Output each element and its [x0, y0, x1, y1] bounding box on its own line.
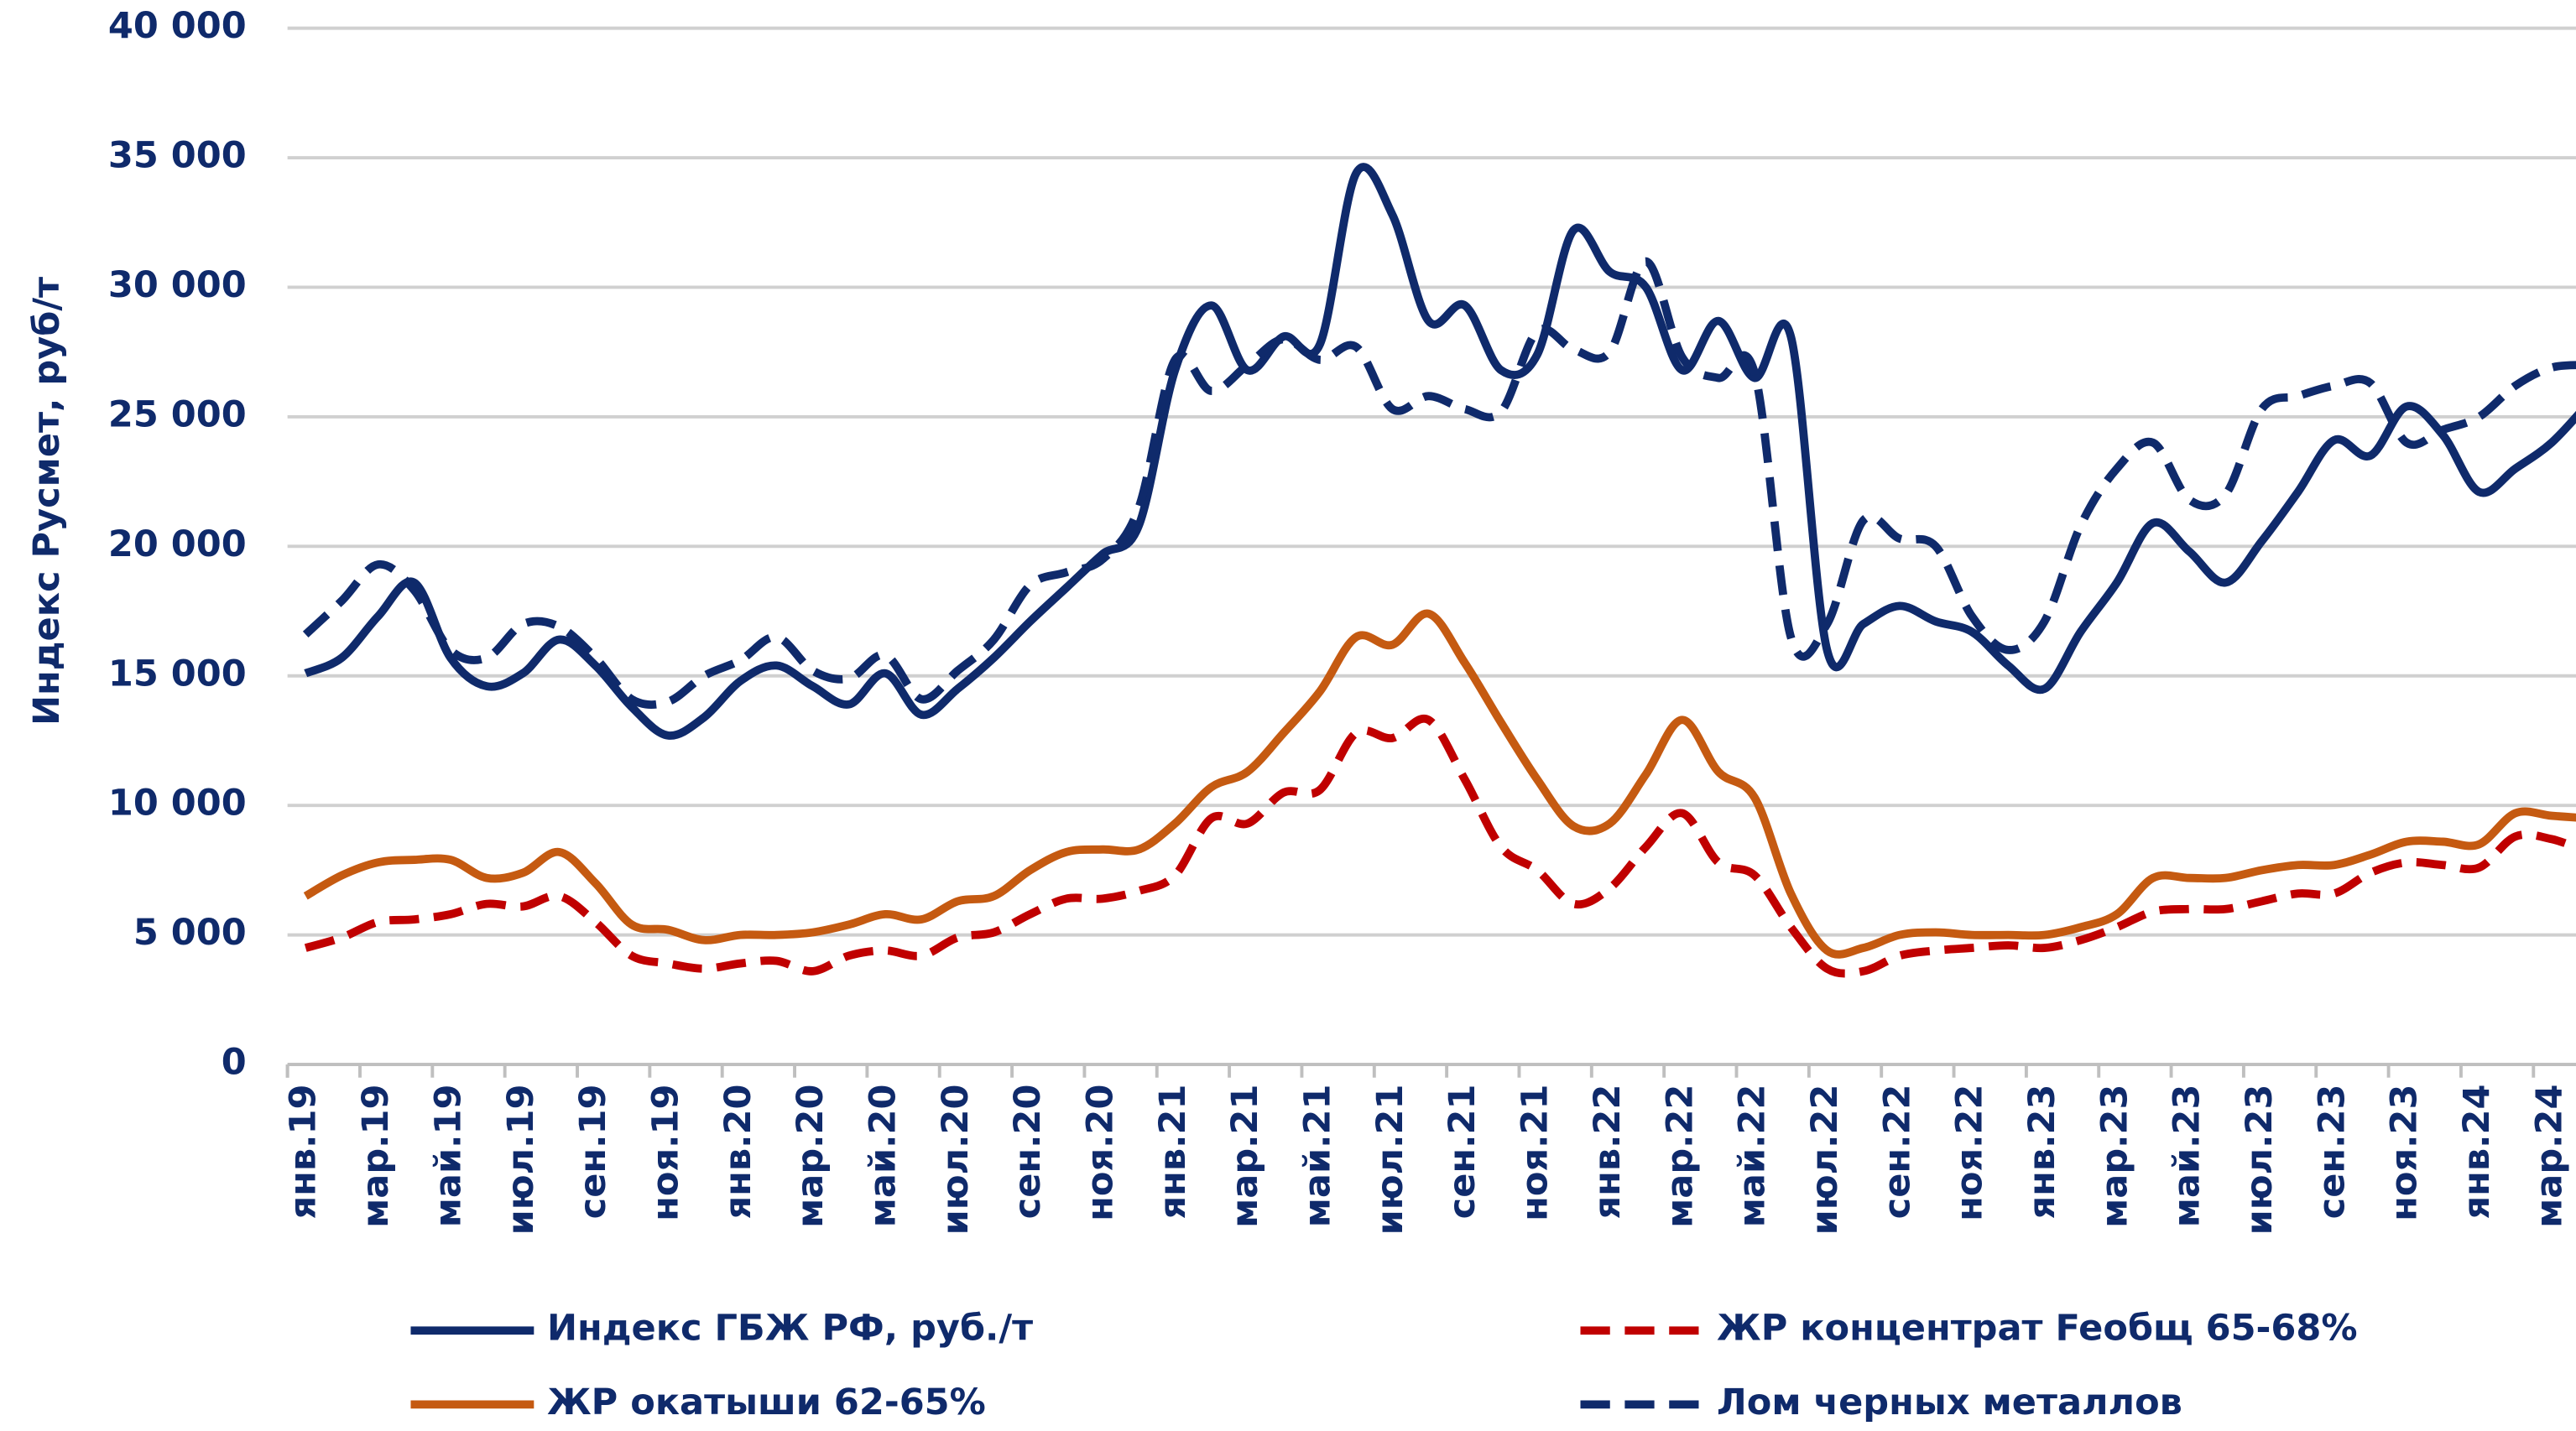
x-tick-label: май.20 — [862, 1085, 904, 1228]
plot-area — [302, 163, 2576, 978]
series-line — [304, 163, 2576, 740]
y-tick-label: 40 000 — [108, 5, 247, 47]
legend-label: ЖР концентрат Feобщ 65-68% — [1717, 1308, 2358, 1350]
x-tick-label: июл.21 — [1369, 1085, 1411, 1236]
x-tick-label: янв.22 — [1587, 1085, 1629, 1220]
y-axis-label: Индекс Русмет, руб/т — [26, 277, 68, 726]
x-tick-label: сен.19 — [572, 1085, 614, 1220]
x-tick-label: ноя.20 — [1080, 1085, 1122, 1221]
y-tick-label: 10 000 — [108, 783, 247, 825]
series-line — [304, 714, 2576, 978]
y-tick-label: 5 000 — [133, 912, 247, 954]
y-tick-label: 20 000 — [108, 523, 247, 565]
x-tick-label: июл.19 — [500, 1085, 542, 1236]
x-tick-label: ноя.22 — [1949, 1085, 1991, 1221]
y-tick-label: 0 — [222, 1042, 247, 1084]
x-tick-label: ноя.19 — [644, 1085, 686, 1221]
y-tick-label: 35 000 — [108, 135, 247, 177]
x-tick-label: ноя.21 — [1515, 1085, 1557, 1221]
x-tick-label: май.19 — [427, 1085, 469, 1228]
x-tick-label: сен.23 — [2311, 1085, 2353, 1220]
x-tick-label: мар.24 — [2528, 1085, 2570, 1228]
y-tick-label: 15 000 — [108, 653, 247, 695]
x-tick-label: янв.21 — [1152, 1085, 1194, 1220]
x-tick-label: июл.20 — [935, 1085, 977, 1236]
x-tick-label: янв.20 — [717, 1085, 759, 1220]
x-tick-label: июл.22 — [1804, 1085, 1846, 1236]
series-line — [303, 609, 2576, 959]
x-tick-label: ноя.23 — [2384, 1085, 2426, 1221]
series-line — [302, 257, 2576, 710]
x-tick-label: янв.23 — [2021, 1085, 2063, 1220]
x-tick-label: мар.23 — [2094, 1085, 2135, 1228]
x-tick-label: сен.22 — [1876, 1085, 1918, 1220]
legend-label: Лом черных металлов — [1717, 1382, 2182, 1423]
x-tick-label: мар.20 — [790, 1085, 832, 1228]
x-tick-label: янв.19 — [283, 1085, 325, 1220]
x-tick-label: май.21 — [1297, 1085, 1339, 1228]
x-tick-label: сен.21 — [1442, 1085, 1484, 1220]
x-tick-label: сен.20 — [1007, 1085, 1049, 1220]
x-tick-label: мар.22 — [1659, 1085, 1701, 1228]
x-tick-label: мар.19 — [355, 1085, 397, 1228]
y-tick-label: 25 000 — [108, 393, 247, 435]
x-tick-label: май.23 — [2167, 1085, 2208, 1228]
x-tick-label: мар.21 — [1224, 1085, 1266, 1228]
legend-label: Индекс ГБЖ РФ, руб./т — [547, 1308, 1033, 1350]
x-tick-label: янв.24 — [2456, 1085, 2498, 1220]
x-tick-label: июл.23 — [2239, 1085, 2281, 1236]
legend-label: ЖР окатыши 62-65% — [547, 1382, 986, 1423]
x-tick-label: май.22 — [1732, 1085, 1774, 1228]
y-tick-label: 30 000 — [108, 264, 247, 306]
